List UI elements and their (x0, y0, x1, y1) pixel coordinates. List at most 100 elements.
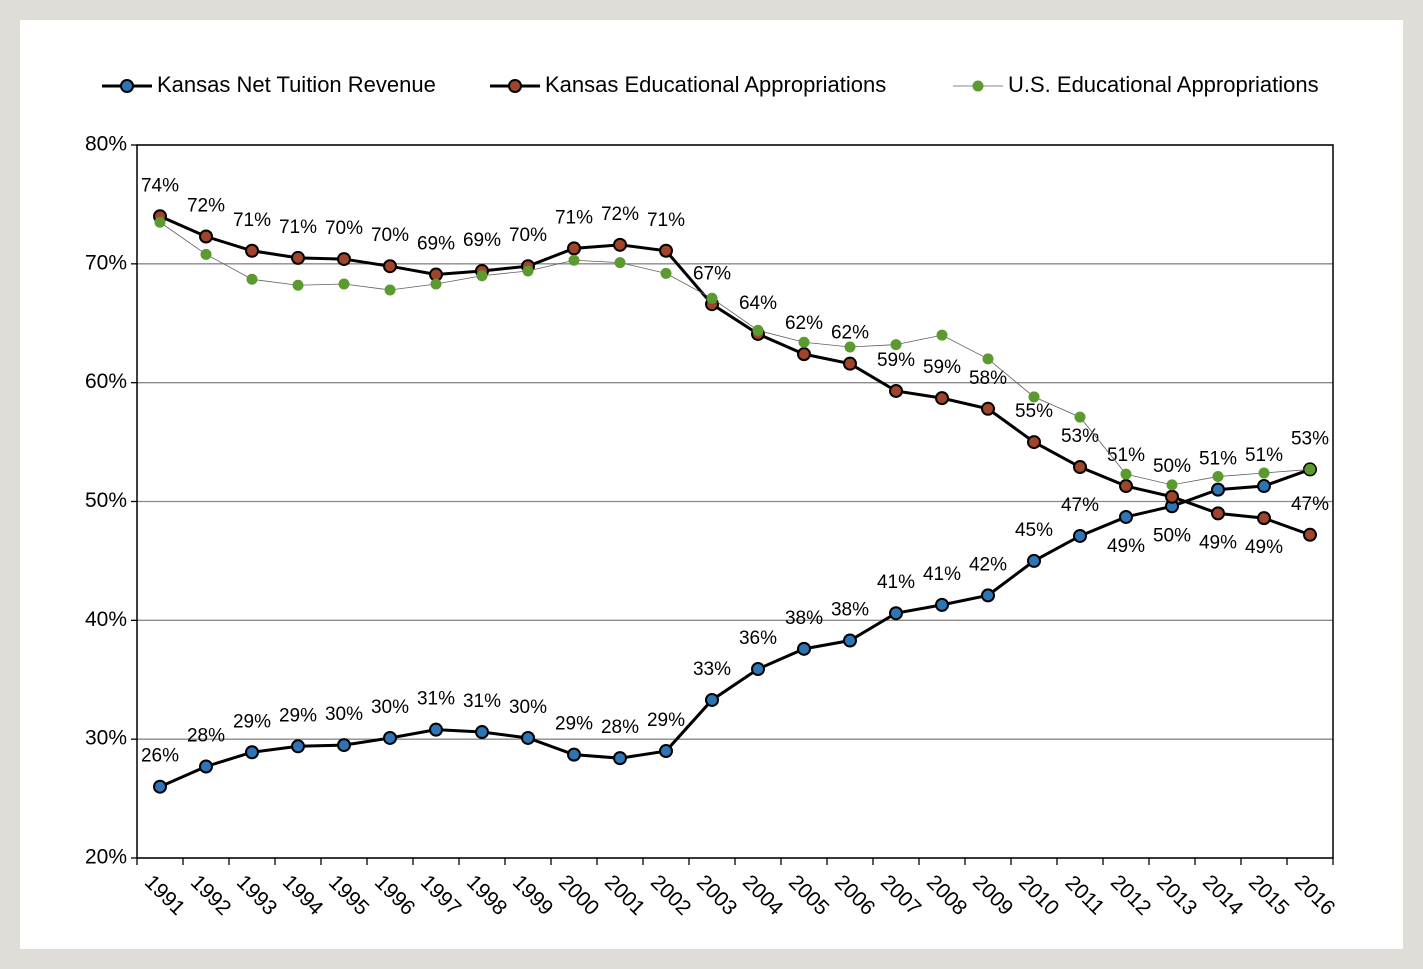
data-point (613, 237, 627, 252)
data-point (292, 279, 304, 291)
data-label: 29% (647, 710, 685, 731)
data-label: 71% (647, 210, 685, 231)
legend-label: Kansas Educational Appropriations (545, 72, 886, 97)
data-point (844, 341, 856, 353)
data-label: 72% (187, 196, 225, 217)
data-point (981, 588, 995, 603)
data-label: 55% (1015, 401, 1053, 422)
data-label: 29% (555, 714, 593, 735)
data-point (1303, 527, 1317, 542)
data-label: 28% (601, 717, 639, 738)
data-point (1028, 391, 1040, 403)
data-point (935, 597, 949, 612)
data-point (338, 278, 350, 290)
data-label: 70% (509, 225, 547, 246)
data-point (568, 254, 580, 266)
data-point (154, 216, 166, 228)
data-label: 31% (463, 691, 501, 712)
data-label: 70% (371, 225, 409, 246)
data-point (522, 265, 534, 277)
data-label: 30% (509, 697, 547, 718)
data-point (659, 744, 673, 759)
data-label: 71% (233, 210, 271, 231)
data-label: 36% (739, 628, 777, 649)
data-point (337, 252, 351, 267)
data-point (935, 391, 949, 406)
data-point (521, 730, 535, 745)
y-tick-label: 50% (85, 489, 127, 512)
data-point (1119, 479, 1133, 494)
data-point (475, 725, 489, 740)
data-point (1119, 509, 1133, 524)
data-label: 51% (1199, 449, 1237, 470)
data-point (660, 267, 672, 279)
data-point (1257, 511, 1271, 526)
data-point (843, 633, 857, 648)
data-label: 71% (279, 217, 317, 238)
data-point (797, 641, 811, 656)
data-point (199, 759, 213, 774)
data-label: 47% (1291, 494, 1329, 515)
data-point (1211, 506, 1225, 521)
data-point (1258, 467, 1270, 479)
data-point (751, 662, 765, 677)
data-point (291, 250, 305, 265)
data-point (706, 292, 718, 304)
data-point (843, 356, 857, 371)
data-point (982, 353, 994, 365)
y-tick-label: 20% (85, 846, 127, 869)
data-point (567, 747, 581, 762)
data-label: 64% (739, 293, 777, 314)
data-point (981, 401, 995, 416)
y-tick-label: 60% (85, 370, 127, 393)
data-label: 53% (1291, 428, 1329, 449)
y-tick-label: 70% (85, 251, 127, 274)
data-point (936, 329, 948, 341)
data-label: 45% (1015, 520, 1053, 541)
data-point (430, 278, 442, 290)
data-point (291, 739, 305, 754)
data-label: 51% (1245, 445, 1283, 466)
data-point (890, 339, 902, 351)
data-point (337, 738, 351, 753)
data-point (1073, 460, 1087, 475)
y-tick-label: 80% (85, 133, 127, 156)
data-point (384, 284, 396, 296)
data-point (889, 606, 903, 621)
data-label: 50% (1153, 456, 1191, 477)
data-point (659, 243, 673, 258)
data-point (613, 751, 627, 766)
data-point (476, 270, 488, 282)
data-label: 42% (969, 554, 1007, 575)
chart-background (20, 20, 1403, 949)
data-point (383, 259, 397, 274)
data-point (1027, 553, 1041, 568)
data-label: 31% (417, 689, 455, 710)
data-label: 69% (417, 234, 455, 255)
data-label: 74% (141, 175, 179, 196)
data-label: 47% (1061, 495, 1099, 516)
data-label: 49% (1245, 537, 1283, 558)
data-label: 38% (831, 600, 869, 621)
data-label: 50% (1153, 525, 1191, 546)
data-label: 67% (693, 263, 731, 284)
data-point (199, 229, 213, 244)
series-line (159, 214, 1311, 537)
y-tick-label: 40% (85, 608, 127, 631)
legend-marker (508, 79, 522, 93)
data-point (1166, 479, 1178, 491)
data-label: 72% (601, 204, 639, 225)
data-point (1212, 471, 1224, 483)
data-label: 33% (693, 659, 731, 680)
data-label: 59% (923, 357, 961, 378)
data-label: 53% (1061, 426, 1099, 447)
data-point (1257, 479, 1271, 494)
data-label: 58% (969, 368, 1007, 389)
data-label: 59% (877, 350, 915, 371)
y-tick-label: 30% (85, 727, 127, 750)
data-point (1027, 435, 1041, 450)
series-line (159, 221, 1311, 486)
data-label: 51% (1107, 445, 1145, 466)
